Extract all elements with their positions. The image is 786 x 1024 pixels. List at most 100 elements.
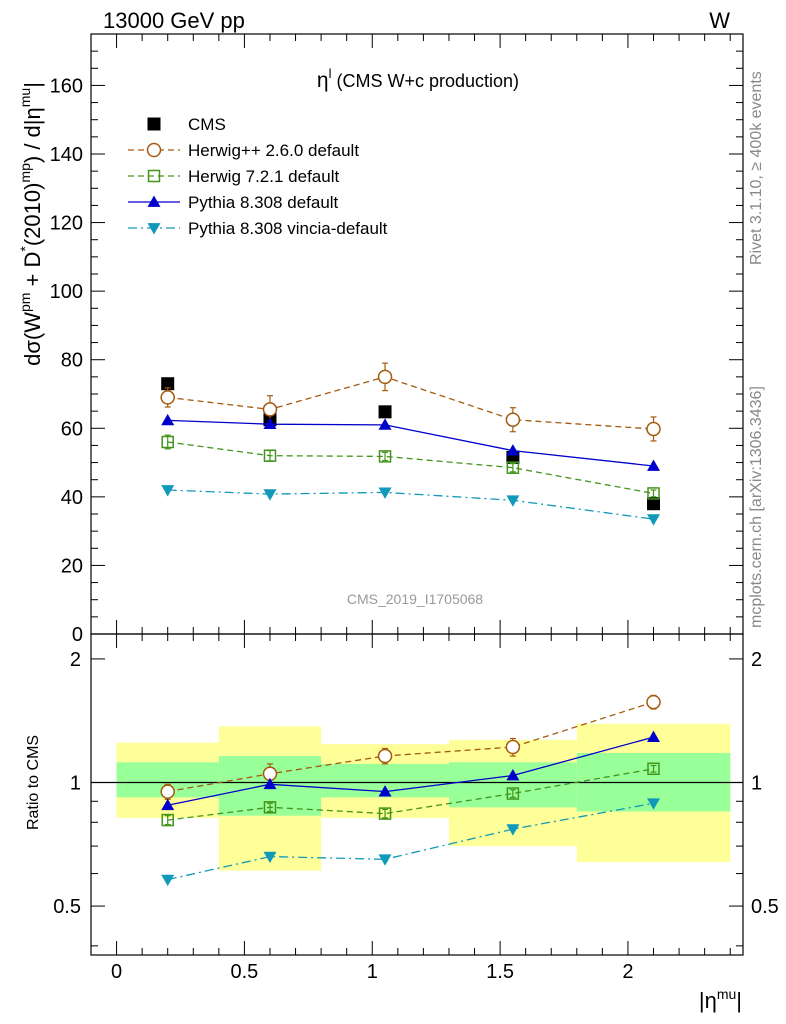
- ratio-xtick-label: 2: [622, 961, 633, 983]
- main-point-1-3: [505, 412, 521, 427]
- main-point-3-2: [378, 418, 392, 430]
- ratio-xtick-label: 1.5: [486, 961, 514, 983]
- main-point-4-2: [378, 487, 392, 499]
- main-point-2-0: [161, 435, 174, 449]
- main-series-line-4: [167, 489, 654, 520]
- ratio-point-3-4: [647, 798, 661, 810]
- legend-entry-4: Pythia 8.308 vincia-default: [128, 219, 388, 238]
- ratio-plot-panel: 0.5 0.5 1 1 2 2 0 0.5 1 1.5 2 Ratio to CMS |ηmu|: [25, 633, 779, 1013]
- main-point-1-4: [646, 421, 661, 437]
- ratio-series-2: [161, 730, 661, 811]
- main-ytick-label: 140: [50, 144, 83, 166]
- ratio-point-0-2: [377, 748, 393, 764]
- main-point-3-1: [263, 417, 277, 430]
- legend-label: Herwig 7.2.1 default: [188, 167, 339, 186]
- legend-marker: [147, 117, 161, 131]
- main-title: ηl (CMS W+c production): [317, 66, 519, 92]
- main-ytick-label: 60: [61, 418, 83, 440]
- main-point-1-2: [377, 369, 393, 385]
- main-point-4-1: [263, 489, 277, 501]
- ratio-ytick-label-left: 2: [70, 649, 81, 671]
- main-ytick-label: 0: [72, 624, 83, 646]
- ratio-point-2-0: [161, 798, 175, 811]
- main-point-1-1: [262, 402, 278, 417]
- main-point-2-4: [647, 487, 660, 500]
- ratio-point-3-0: [161, 874, 175, 887]
- main-point-0-2: [378, 405, 392, 419]
- ratio-point-2-2: [378, 785, 392, 797]
- legend-marker: [147, 223, 161, 235]
- ratio-point-3-1: [263, 851, 277, 864]
- legend-entry-2: Herwig 7.2.1 default: [128, 167, 339, 186]
- main-ytick-label: 100: [50, 281, 83, 303]
- legend-marker: [147, 169, 161, 183]
- ratio-ytick-label-left: 0.5: [53, 896, 81, 918]
- ratio-point-0-4: [646, 694, 661, 710]
- watermark: CMS_2019_I1705068: [347, 591, 483, 607]
- ratio-xtick-label: 0.5: [231, 961, 259, 983]
- main-point-0-4: [647, 497, 661, 511]
- main-ytick-label: 120: [50, 213, 83, 235]
- legend-label: Herwig++ 2.6.0 default: [188, 141, 359, 160]
- header-left: 13000 GeV pp: [103, 8, 245, 33]
- main-point-2-2: [378, 450, 392, 463]
- ratio-point-2-3: [506, 769, 520, 781]
- ratio-point-0-3: [505, 739, 521, 755]
- header-right: W: [709, 8, 730, 33]
- legend-entry-3: Pythia 8.308 default: [128, 193, 339, 212]
- main-ytick-label: 80: [61, 350, 83, 372]
- main-series-1: [160, 362, 661, 442]
- ratio-point-3-3: [506, 824, 520, 836]
- ratio-point-1-0: [161, 813, 174, 827]
- main-point-2-1: [263, 449, 277, 462]
- ratio-xtick-label: 0: [111, 961, 122, 983]
- main-ytick-label: 20: [61, 555, 83, 577]
- legend-marker: [146, 142, 162, 158]
- legend-label: CMS: [188, 115, 226, 134]
- legend-entry-0: CMS: [147, 115, 226, 134]
- main-series-line-1: [167, 376, 654, 430]
- main-series-line-2: [167, 441, 654, 495]
- main-series-0: [161, 377, 661, 511]
- main-point-3-3: [506, 444, 520, 456]
- ratio-xtick-label: 1: [367, 961, 378, 983]
- ratio-series-3: [161, 798, 661, 887]
- main-point-4-3: [506, 495, 520, 507]
- ratio-point-1-1: [263, 801, 277, 814]
- legend-marker: [147, 195, 161, 207]
- ratio-point-3-2: [378, 854, 392, 866]
- main-point-3-4: [647, 459, 661, 471]
- main-plot-panel: 0 20 40 60 80 100 120 140 160 ηl (CMS W+c product…: [17, 33, 744, 646]
- rivet-label: Rivet 3.1.10, ≥ 400k events: [748, 71, 765, 265]
- ratio-xlabel: |ηmu|: [699, 986, 742, 1013]
- mcplots-label: mcplots.cern.ch [arXiv:1306.3436]: [748, 386, 765, 628]
- main-ytick-label: 160: [50, 75, 83, 97]
- ratio-point-1-2: [378, 807, 392, 820]
- legend-label: Pythia 8.308 vincia-default: [188, 219, 388, 238]
- main-ytick-label: 40: [61, 487, 83, 509]
- main-point-4-4: [647, 514, 661, 526]
- ratio-ytick-label-right: 2: [751, 649, 762, 671]
- ratio-point-2-1: [263, 777, 277, 790]
- main-point-1-0: [160, 390, 175, 405]
- legend-entry-1: Herwig++ 2.6.0 default: [128, 141, 359, 160]
- ratio-ytick-label-left: 1: [70, 772, 81, 794]
- ratio-point-1-3: [506, 787, 520, 800]
- main-series-2: [161, 434, 660, 500]
- main-point-0-0: [161, 377, 175, 391]
- legend: CMS Herwig++ 2.6.0 default Herwig 7.2.1 de…: [128, 115, 388, 238]
- main-point-4-0: [161, 485, 175, 497]
- ratio-ytick-label-right: 1: [751, 772, 762, 794]
- ratio-ytick-label-right: 0.5: [751, 896, 779, 918]
- ratio-point-1-4: [647, 762, 660, 776]
- ratio-series-1: [161, 762, 660, 827]
- ratio-series-line-1: [167, 768, 654, 821]
- main-point-2-3: [506, 461, 520, 474]
- main-series-4: [161, 485, 661, 526]
- ratio-point-0-0: [160, 784, 175, 799]
- main-point-3-0: [161, 413, 175, 426]
- ratio-ylabel: Ratio to CMS: [25, 735, 42, 830]
- main-ylabel: dσ(Wpm + D*(2010)mp) / d|ηmu|: [17, 82, 45, 366]
- legend-label: Pythia 8.308 default: [188, 193, 339, 212]
